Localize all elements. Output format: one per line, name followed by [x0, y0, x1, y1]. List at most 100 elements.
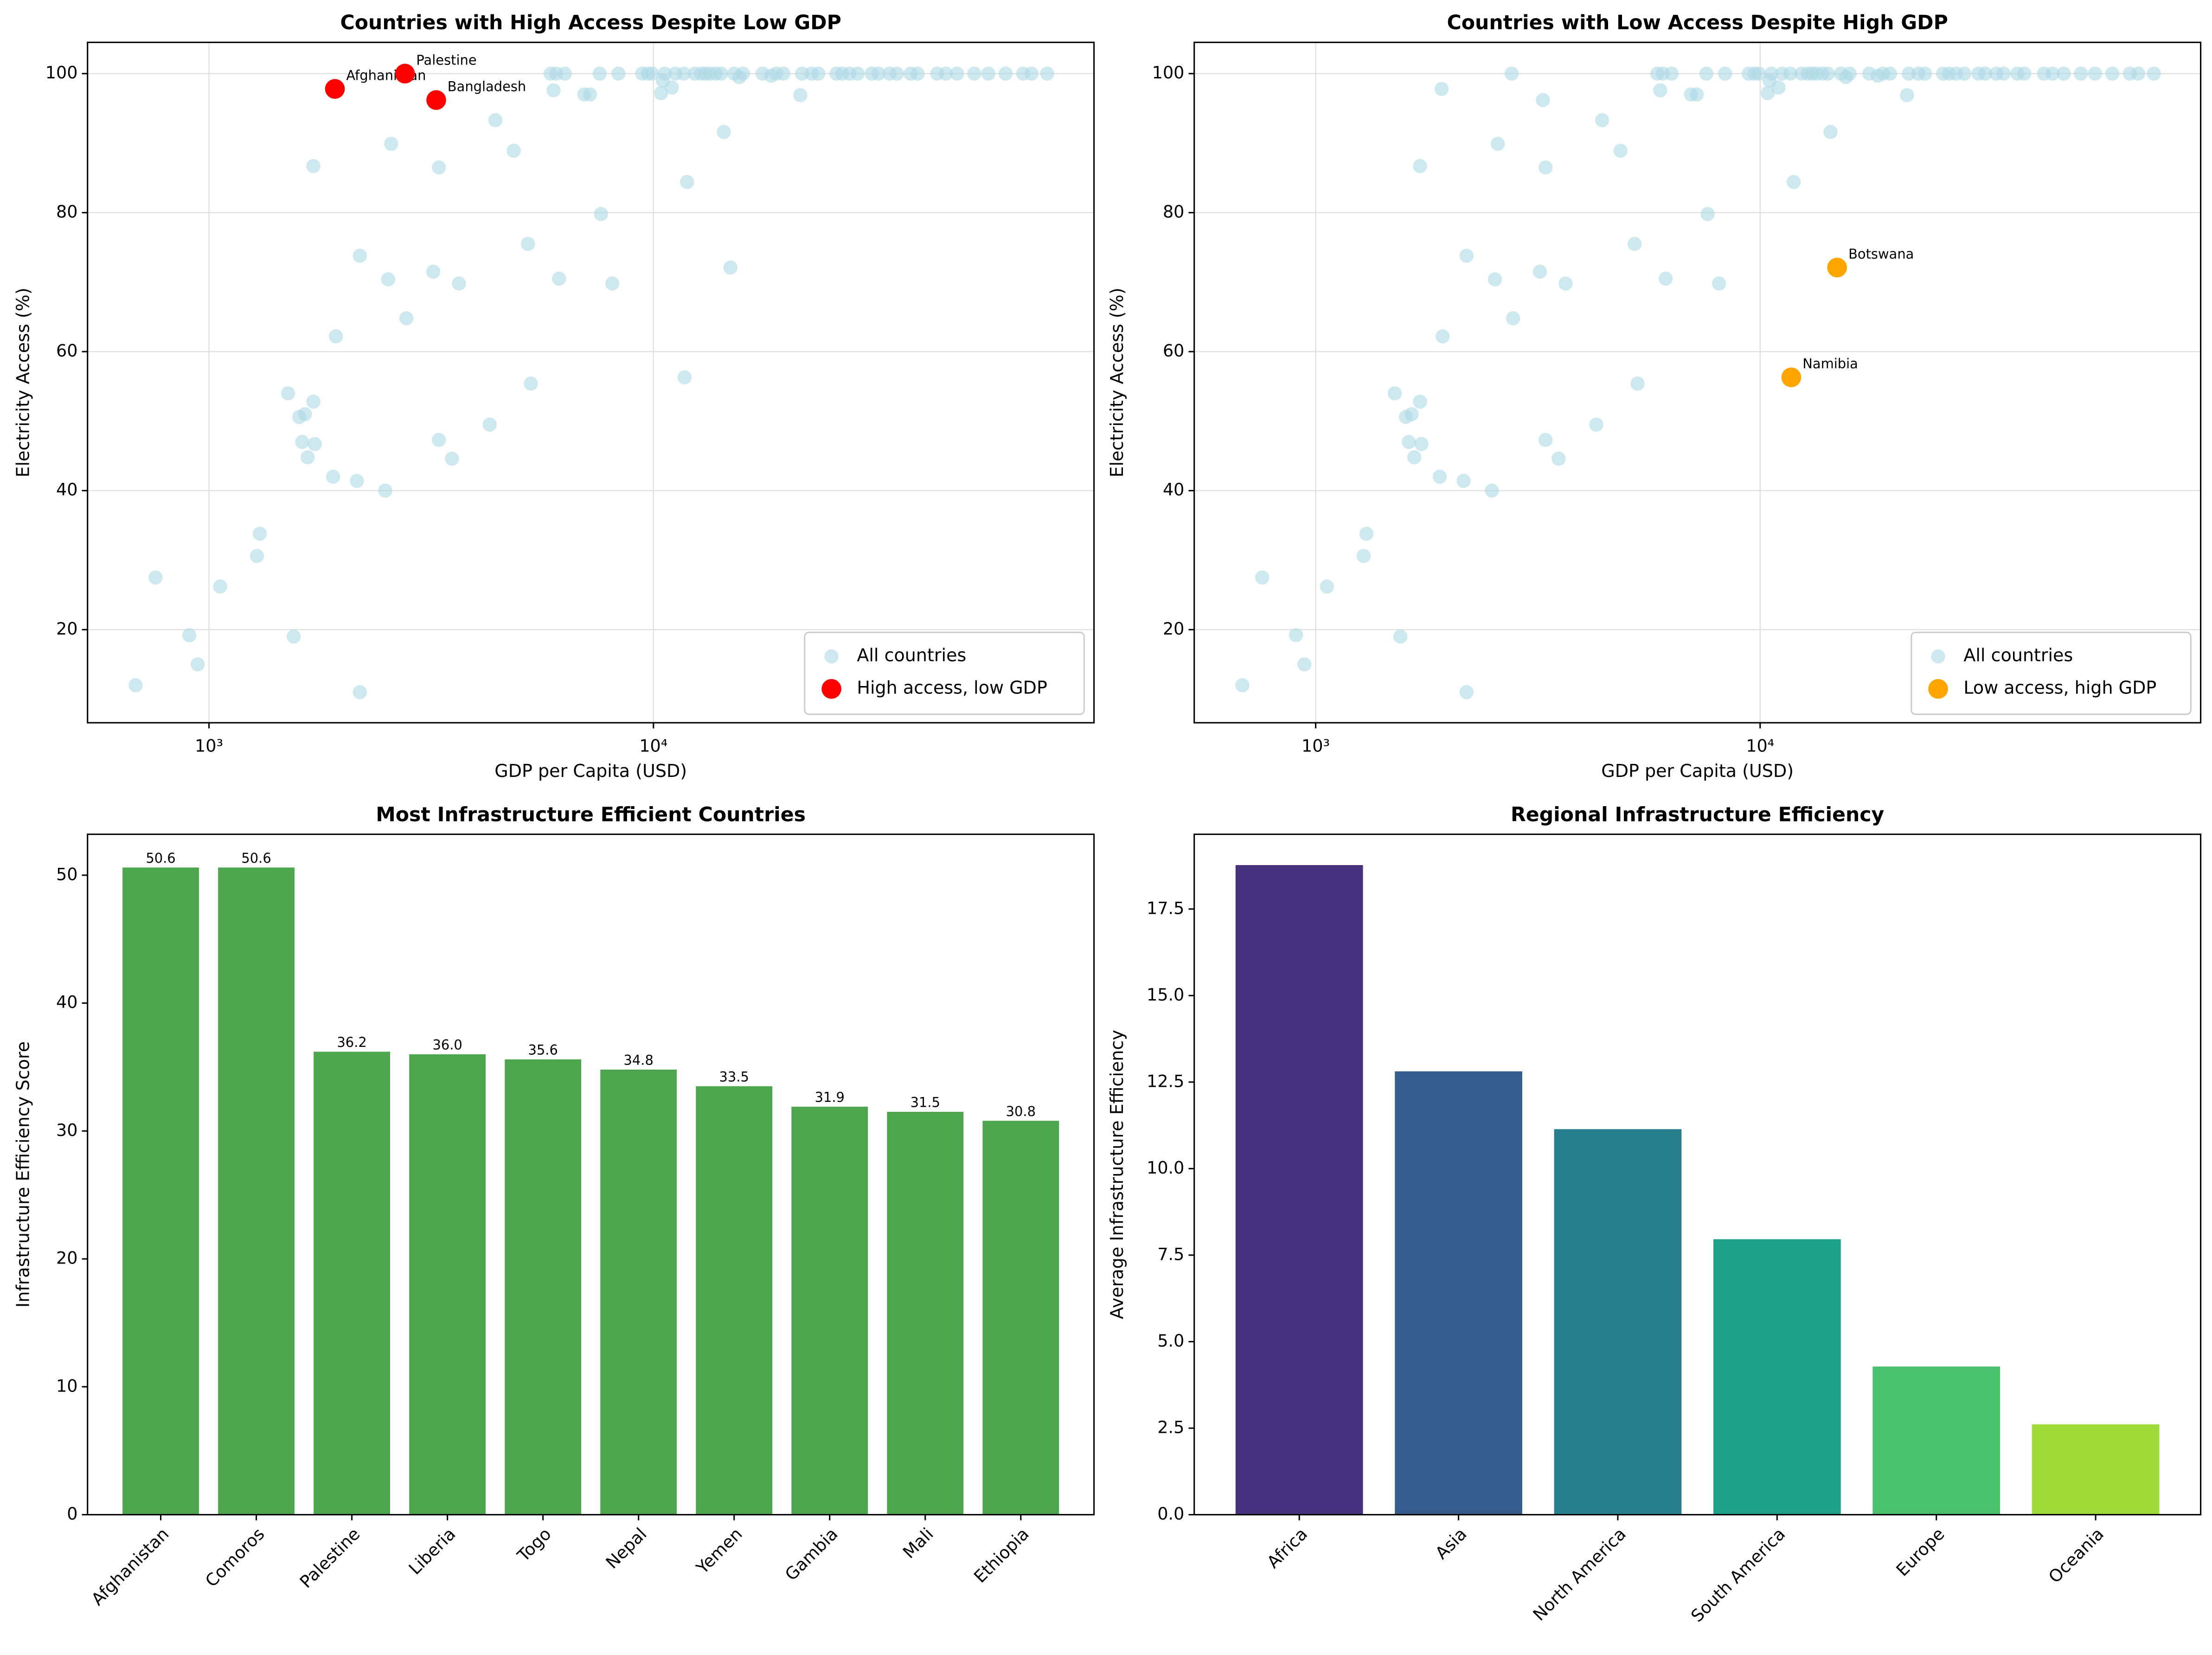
point: [287, 629, 301, 644]
y-tick-label: 40: [56, 992, 77, 1012]
y-tick-label: 60: [1163, 341, 1184, 361]
point: [295, 435, 309, 449]
point: [736, 66, 750, 81]
point-annotation: Namibia: [1802, 356, 1858, 372]
point: [605, 276, 620, 291]
point: [213, 579, 228, 594]
bar: [696, 1086, 773, 1515]
point: [1456, 474, 1471, 488]
point: [1538, 160, 1553, 175]
point: [546, 83, 561, 97]
point: [1589, 417, 1603, 432]
point: [1402, 435, 1416, 449]
y-axis-label: Infrastructure Efficiency Score: [13, 1041, 33, 1308]
point: [381, 272, 396, 287]
plot-frame: [87, 41, 1095, 724]
value-label: 35.6: [528, 1042, 558, 1058]
point: [1595, 113, 1609, 128]
point: [793, 88, 808, 103]
highlight-point: [325, 79, 345, 99]
bar: [2032, 1424, 2160, 1515]
point: [558, 66, 572, 81]
point: [1024, 66, 1039, 81]
point: [645, 66, 660, 81]
point: [326, 469, 340, 484]
point: [717, 125, 731, 139]
point: [1751, 66, 1766, 81]
point: [583, 87, 597, 102]
y-tick-label: 20: [56, 619, 77, 639]
point: [1630, 376, 1645, 391]
bar: [600, 1069, 677, 1515]
point: [1821, 66, 1835, 81]
point: [677, 370, 692, 385]
y-tick-label: 80: [1163, 202, 1184, 222]
point: [1413, 394, 1427, 409]
point: [1356, 549, 1371, 563]
value-label: 31.5: [910, 1095, 940, 1110]
point: [1536, 93, 1550, 107]
point: [551, 271, 566, 286]
x-tick-label: 10³: [195, 736, 223, 756]
point: [1918, 66, 1932, 81]
point: [2057, 66, 2071, 81]
y-axis-label: Average Infrastructure Efficiency: [1107, 1030, 1127, 1319]
y-tick-label: 0: [67, 1504, 77, 1524]
point: [714, 66, 728, 81]
point: [1628, 237, 1642, 251]
point: [1718, 66, 1732, 81]
bar: [1554, 1129, 1682, 1515]
point: [353, 685, 367, 699]
value-label: 33.5: [719, 1069, 749, 1085]
point: [378, 483, 392, 498]
point: [1996, 66, 2011, 81]
chart-title: Countries with Low Access Despite High G…: [1447, 11, 1948, 34]
y-tick-label: 7.5: [1157, 1244, 1184, 1264]
bar: [218, 867, 295, 1515]
point: [353, 249, 367, 263]
point: [1459, 685, 1474, 699]
point: [1613, 143, 1628, 158]
value-label: 50.6: [241, 850, 271, 866]
point: [190, 657, 205, 672]
point: [723, 260, 737, 275]
point: [680, 175, 694, 189]
point: [1538, 433, 1553, 447]
point: [128, 678, 143, 693]
point: [445, 451, 459, 466]
legend-box: [804, 631, 1085, 715]
bar: [314, 1052, 391, 1515]
point: [1393, 629, 1408, 644]
y-tick-label: 12.5: [1147, 1071, 1184, 1091]
point: [1434, 82, 1449, 96]
x-tick-label: 10⁴: [1746, 736, 1774, 756]
bar: [1235, 865, 1363, 1515]
point: [1297, 657, 1312, 672]
bar: [409, 1054, 486, 1515]
point: [1783, 66, 1798, 81]
chart-title: Most Infrastructure Efficient Countries: [376, 803, 806, 827]
point: [1900, 88, 1914, 103]
bar: [1872, 1366, 2000, 1515]
point: [521, 237, 535, 251]
x-tick-label: 10³: [1302, 736, 1330, 756]
plot-frame: [87, 834, 1095, 1516]
bar: [1395, 1071, 1522, 1515]
point: [452, 276, 466, 291]
point: [306, 159, 321, 173]
point: [426, 264, 441, 279]
legend-marker: [1928, 679, 1948, 699]
point: [1504, 66, 1519, 81]
point: [967, 66, 981, 81]
point: [1040, 66, 1054, 81]
chart-title: Regional Infrastructure Efficiency: [1511, 803, 1884, 827]
point: [676, 66, 691, 81]
point: [2088, 66, 2103, 81]
point-annotation: Botswana: [1848, 246, 1914, 262]
point: [1823, 125, 1838, 139]
point: [1883, 66, 1898, 81]
point: [910, 66, 925, 81]
y-tick-label: 5.0: [1157, 1331, 1184, 1351]
point: [1658, 271, 1673, 286]
